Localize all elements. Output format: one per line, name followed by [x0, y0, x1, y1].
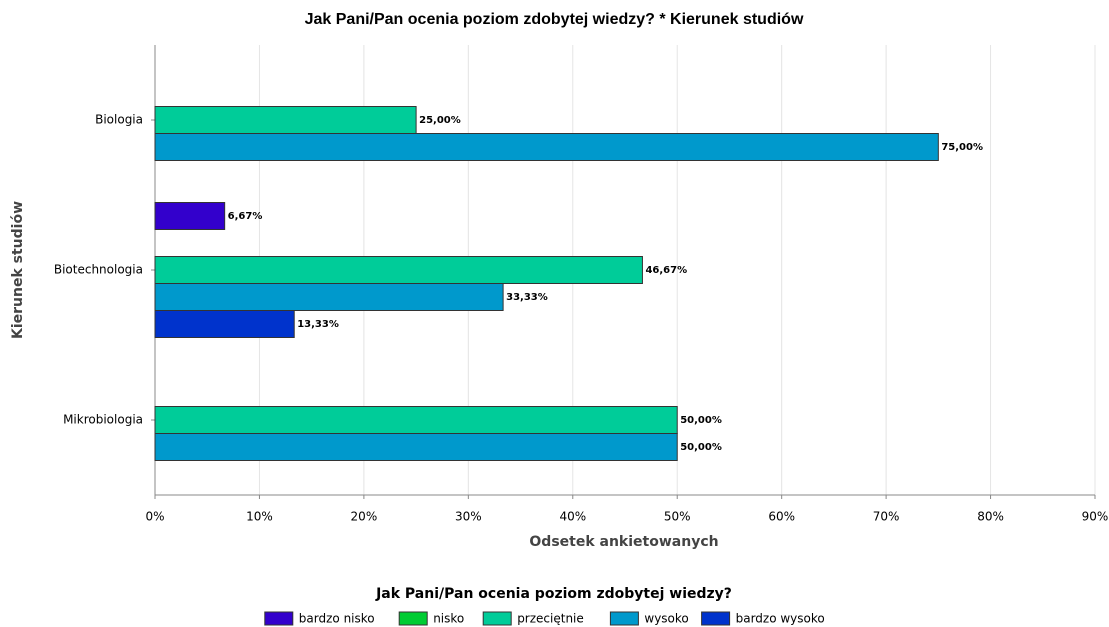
value-label: 50,00% — [680, 415, 722, 426]
legend-label: bardzo wysoko — [736, 612, 825, 626]
legend-swatch — [609, 611, 639, 626]
x-tick-label: 20% — [351, 510, 378, 524]
x-tick-label: 50% — [664, 510, 691, 524]
bar — [154, 283, 504, 311]
bar — [154, 202, 226, 230]
legend-swatch — [482, 611, 512, 626]
value-label: 46,67% — [645, 265, 687, 276]
x-tick-label: 0% — [145, 510, 164, 524]
x-axis-label: Odsetek ankietowanych — [529, 534, 718, 550]
legend-label: nisko — [433, 612, 464, 626]
value-label: 75,00% — [941, 142, 983, 153]
legend-swatch — [701, 611, 731, 626]
value-label: 6,67% — [228, 211, 263, 222]
y-tick-label: Mikrobiologia — [63, 413, 143, 427]
y-tick-label: Biotechnologia — [54, 263, 143, 277]
x-tick-label: 90% — [1082, 510, 1109, 524]
x-tick-label: 80% — [977, 510, 1004, 524]
value-label: 25,00% — [419, 115, 461, 126]
bar — [154, 433, 678, 461]
bar — [154, 106, 417, 134]
x-tick-label: 10% — [246, 510, 273, 524]
value-label: 13,33% — [297, 319, 339, 330]
bar — [154, 310, 295, 338]
x-tick-label: 40% — [559, 510, 586, 524]
legend-swatch — [264, 611, 294, 626]
y-axis-label: Kierunek studiów — [10, 201, 26, 339]
value-label: 33,33% — [506, 292, 548, 303]
bar — [154, 256, 643, 284]
legend-label: przeciętnie — [517, 612, 584, 626]
x-tick-label: 60% — [768, 510, 795, 524]
y-tick-label: Biologia — [95, 113, 143, 127]
legend-label: bardzo nisko — [299, 612, 375, 626]
value-label: 50,00% — [680, 442, 722, 453]
bar — [154, 406, 678, 434]
legend-swatch — [398, 611, 428, 626]
x-tick-label: 30% — [455, 510, 482, 524]
bar — [154, 133, 939, 161]
legend-title: Jak Pani/Pan ocenia poziom zdobytej wied… — [375, 586, 732, 602]
chart-title: Jak Pani/Pan ocenia poziom zdobytej wied… — [305, 11, 804, 28]
legend-label: wysoko — [644, 612, 688, 626]
x-tick-label: 70% — [873, 510, 900, 524]
